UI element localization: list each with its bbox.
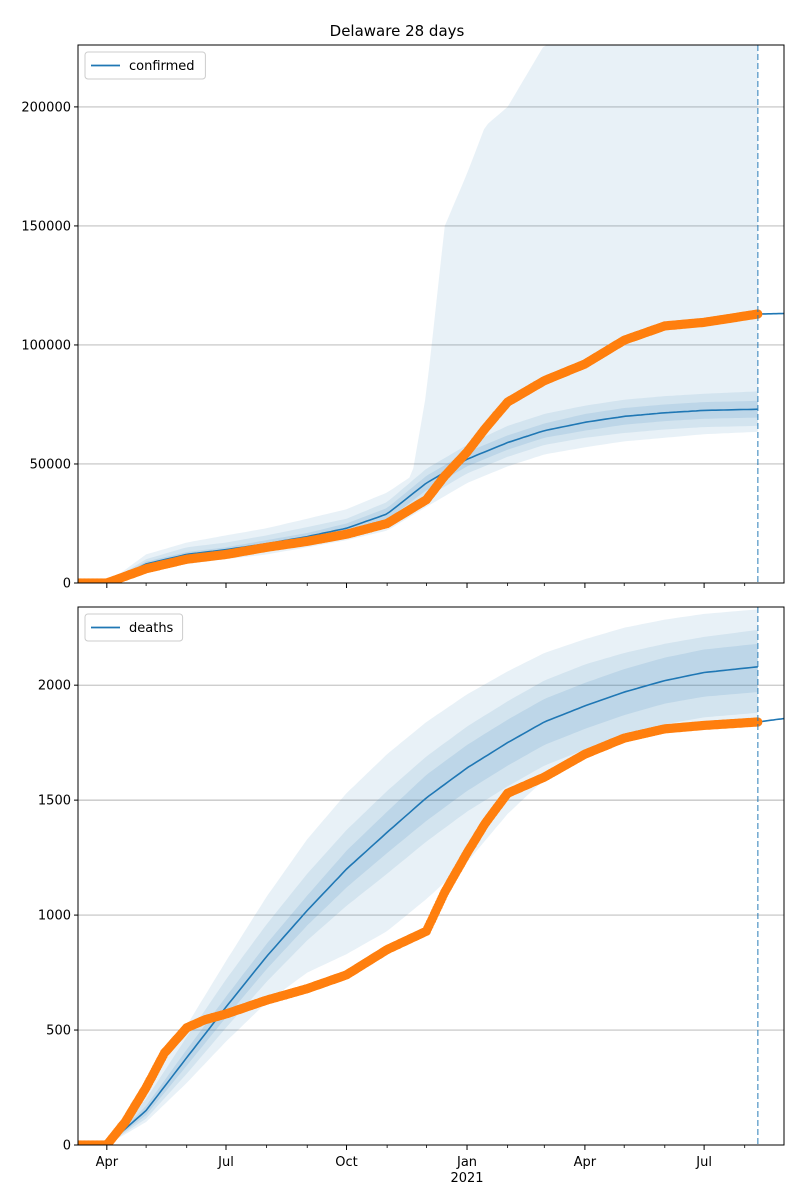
confirmed-panel: 0 50000 100000 150000 200000 confirmed <box>21 44 785 592</box>
uncertainty-band <box>106 45 758 583</box>
uncertainty-band <box>106 630 758 1145</box>
model-line <box>106 408 758 583</box>
axes-frame <box>77 44 785 584</box>
x-tick-label: Jan <box>456 1155 477 1170</box>
axes-frame <box>77 606 785 1146</box>
observed-point <box>753 717 763 727</box>
uncertainty-band <box>106 400 758 583</box>
legend: deaths <box>84 613 184 642</box>
legend-label: deaths <box>129 621 174 636</box>
y-tick-label: 500 <box>46 1024 71 1039</box>
x-tick-label: Jul <box>695 1155 712 1170</box>
legend-box <box>84 51 206 80</box>
uncertainty-band <box>106 609 758 1145</box>
y-tick-label: 0 <box>63 1139 71 1154</box>
y-tick-label: 150000 <box>21 219 71 234</box>
y-tick-label: 0 <box>63 577 71 592</box>
x-tick-label: Jul <box>217 1155 234 1170</box>
legend-box <box>84 613 184 642</box>
observed-point <box>753 309 763 319</box>
legend-label: confirmed <box>129 59 195 74</box>
x-year-label: 2021 <box>450 1171 483 1186</box>
legend: confirmed <box>84 51 206 80</box>
x-tick-label: Oct <box>335 1155 357 1170</box>
x-tick-label: Apr <box>574 1155 597 1170</box>
x-tick-label: Apr <box>96 1155 119 1170</box>
deaths-panel: 0 500 1000 1500 2000 Apr Jul Oct Jan Apr Jul 2021 de… <box>38 606 785 1186</box>
y-tick-label: 50000 <box>30 457 71 472</box>
observed-series <box>78 309 763 583</box>
plot-area <box>78 609 784 1145</box>
chart-title: Delaware 28 days <box>330 22 465 40</box>
y-tick-label: 200000 <box>21 100 71 115</box>
y-tick-label: 100000 <box>21 338 71 353</box>
plot-area <box>78 45 784 583</box>
y-tick-label: 1000 <box>38 909 71 924</box>
uncertainty-band <box>106 643 758 1145</box>
observed-series <box>78 717 763 1145</box>
y-tick-label: 2000 <box>38 679 71 694</box>
y-tick-label: 1500 <box>38 794 71 809</box>
